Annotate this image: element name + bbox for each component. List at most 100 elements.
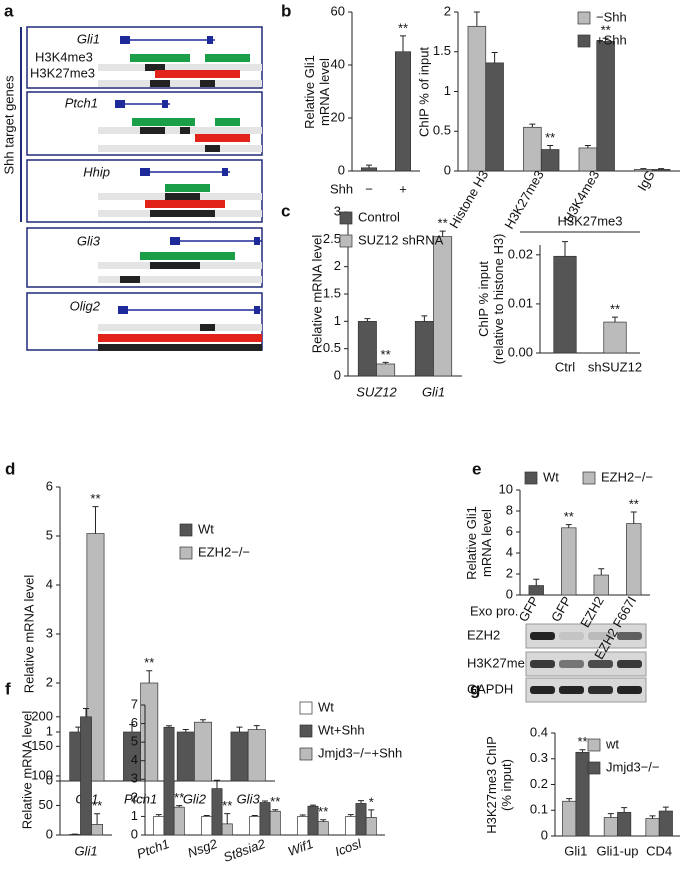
x-tick-label: Gli2 — [183, 791, 207, 806]
x-tick-label: Ptch1 — [124, 791, 157, 806]
error-bar — [566, 798, 573, 802]
y-tick-label: 1.5 — [433, 43, 451, 58]
bar — [414, 320, 434, 377]
legend-label: SUZ12 shRNA — [358, 232, 444, 247]
bar — [562, 800, 577, 837]
legend-swatch — [587, 761, 601, 775]
error-bar — [366, 164, 372, 168]
error-bar — [347, 814, 354, 817]
error-bar — [251, 815, 258, 817]
exon — [118, 306, 128, 314]
error-bar — [579, 749, 586, 753]
h3k27me3-region — [145, 200, 225, 208]
legend-swatch — [577, 34, 591, 48]
significance: ** — [545, 130, 555, 145]
legend-label: Jmjd3−/−+Shh — [318, 745, 402, 760]
bar — [593, 574, 609, 596]
legend-swatch — [299, 747, 313, 761]
bar — [540, 149, 560, 172]
error-bar — [236, 726, 243, 732]
exon — [120, 36, 130, 44]
y-tick-label: 10 — [499, 481, 513, 496]
error-bar — [658, 168, 665, 170]
error-bar — [310, 804, 316, 807]
legend-label: Control — [358, 209, 400, 224]
y-tick-label: 2 — [46, 674, 53, 689]
gene-name: Olig2 — [70, 298, 101, 313]
blot-band — [617, 660, 642, 668]
y-tick-label: 0.1 — [530, 802, 548, 817]
h3k4me3-region — [140, 252, 235, 260]
legend-swatch — [339, 211, 353, 225]
error-bar — [439, 230, 446, 237]
bar — [603, 817, 618, 837]
y-tick-label: 20 — [331, 109, 345, 124]
y-tick-label: 1 — [46, 723, 53, 738]
y-tick-label: 6 — [506, 523, 513, 538]
error-bar — [83, 708, 89, 717]
bar — [395, 51, 412, 172]
panel-label: e — [472, 459, 481, 478]
y-tick-label: 0.2 — [530, 776, 548, 791]
signal-peak — [140, 127, 165, 134]
error-bar — [94, 813, 101, 825]
y-tick-label: 6 — [131, 715, 138, 730]
legend-swatch — [577, 11, 591, 25]
y-tick-label: 2.5 — [323, 231, 341, 246]
y-tick-label: 0.01 — [508, 295, 533, 310]
x-tick-label: + — [399, 181, 407, 196]
panel-label: b — [281, 1, 291, 20]
y-tick-label: 6 — [46, 478, 53, 493]
x-tick-label: H3K27me3 — [501, 168, 547, 232]
significance: ** — [577, 734, 587, 749]
signal-strip — [98, 80, 262, 87]
panel-label: c — [281, 201, 290, 220]
legend-swatch — [587, 738, 601, 752]
y-axis-label: H3K27me3 ChIP — [484, 736, 499, 834]
y-axis-label: mRNA level — [479, 509, 494, 577]
significance: ** — [92, 798, 102, 813]
x-axis-label: Shh — [330, 181, 353, 196]
significance: ** — [90, 491, 100, 506]
gene-box — [26, 159, 263, 223]
gene-box — [26, 91, 263, 156]
h3k4me3-region — [132, 118, 195, 126]
legend-label: −Shh — [596, 9, 627, 24]
bar — [355, 803, 367, 836]
bar — [645, 818, 660, 837]
x-tick-label: Gli1 — [564, 843, 587, 858]
legend-label: Jmjd3−/− — [606, 759, 659, 774]
bar — [194, 721, 212, 782]
bar — [153, 816, 165, 836]
gene-name: Gli3 — [77, 233, 101, 248]
x-tick-label: GFP — [515, 594, 541, 625]
bar — [211, 788, 223, 836]
exon — [254, 237, 260, 245]
error-bar — [262, 800, 268, 803]
gene-name: Gli1 — [77, 31, 100, 46]
exon — [222, 168, 228, 176]
y-axis-label: (% input) — [499, 759, 514, 811]
exon — [207, 36, 213, 44]
x-axis-label: Exo pro. — [470, 603, 518, 618]
exon — [162, 100, 168, 108]
exon — [115, 100, 125, 108]
y-tick-label: 1.5 — [323, 285, 341, 300]
legend-swatch — [524, 471, 538, 485]
significance: * — [369, 794, 374, 809]
legend-swatch — [179, 523, 193, 537]
x-tick-label: Wif1 — [286, 836, 315, 859]
h3k27me3-region — [98, 334, 262, 342]
y-tick-label: 5 — [131, 734, 138, 749]
error-bar — [565, 524, 572, 528]
significance: ** — [601, 23, 611, 38]
error-bar — [272, 809, 279, 812]
error-bar — [166, 725, 172, 728]
x-tick-label: CD4 — [646, 843, 672, 858]
y-tick-label: 7 — [131, 696, 138, 711]
bar — [249, 816, 261, 836]
bar — [357, 320, 377, 377]
significance: ** — [174, 790, 184, 805]
y-tick-label: 0 — [46, 826, 53, 841]
significance: ** — [222, 798, 232, 813]
